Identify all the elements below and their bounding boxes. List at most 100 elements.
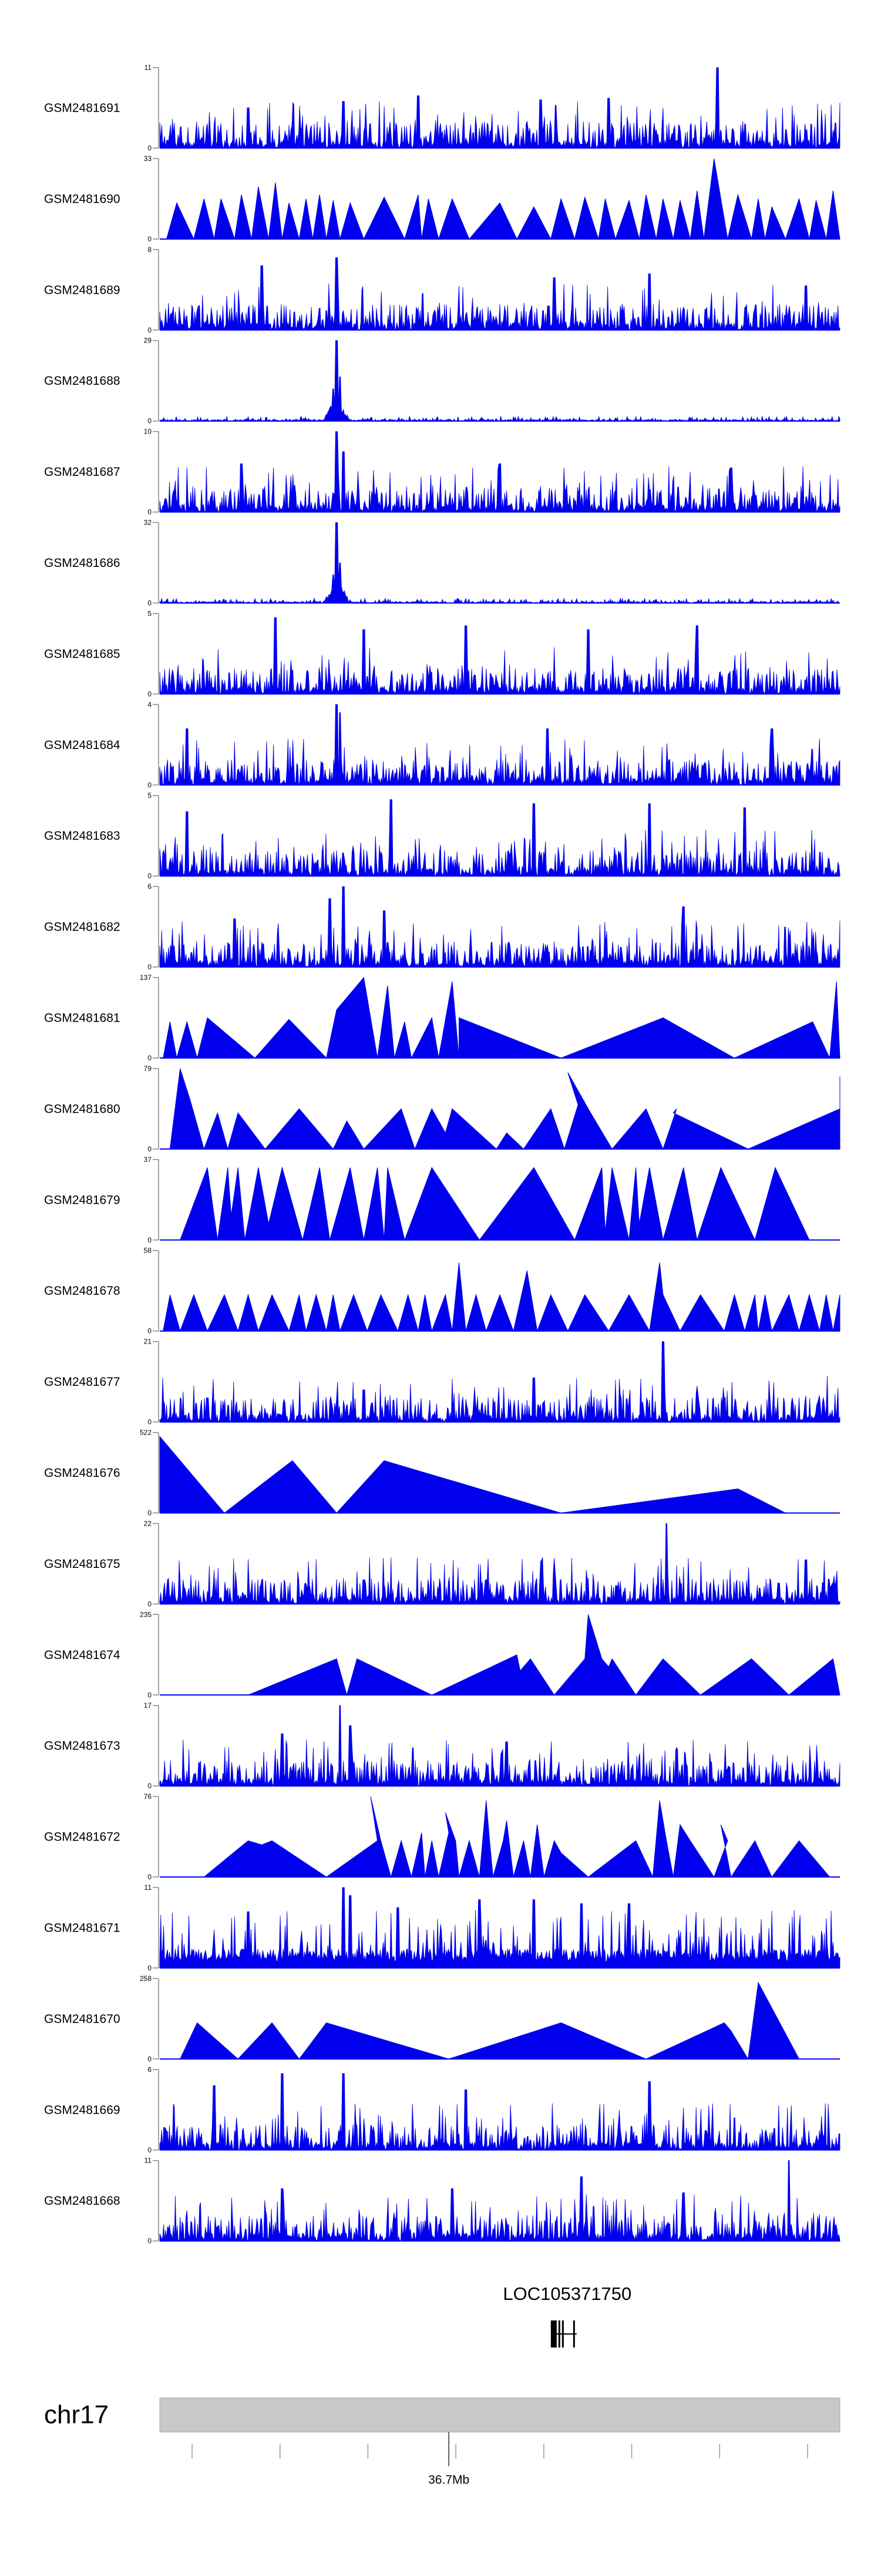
track-GSM2481674-label: GSM2481674 bbox=[44, 1648, 120, 1662]
track-GSM2481678-label: GSM2481678 bbox=[44, 1284, 120, 1298]
track-GSM2481670-label: GSM2481670 bbox=[44, 2012, 120, 2026]
track-GSM2481684-coverage bbox=[159, 704, 840, 786]
track-GSM2481672-coverage bbox=[203, 1796, 830, 1878]
track-GSM2481674-ymax-label: 235 bbox=[140, 1610, 152, 1618]
track-GSM2481688-coverage bbox=[159, 340, 840, 422]
track-GSM2481679-ymax-label: 37 bbox=[144, 1156, 152, 1164]
track-GSM2481690-coverage bbox=[166, 158, 840, 240]
track-GSM2481689-label: GSM2481689 bbox=[44, 283, 120, 297]
track-GSM2481686-coverage bbox=[159, 522, 840, 604]
track-GSM2481683-label: GSM2481683 bbox=[44, 829, 120, 843]
track-GSM2481685-label: GSM2481685 bbox=[44, 647, 120, 661]
track-GSM2481668-ymax-label: 11 bbox=[144, 2157, 152, 2165]
track-GSM2481688-ymin-label: 0 bbox=[147, 417, 152, 425]
track-GSM2481682-ymax-label: 6 bbox=[147, 882, 152, 891]
track-GSM2481668-label: GSM2481668 bbox=[44, 2194, 120, 2208]
gene-exon bbox=[550, 2320, 557, 2347]
track-GSM2481691-label: GSM2481691 bbox=[44, 102, 120, 115]
track-GSM2481676-ymin-label: 0 bbox=[147, 1509, 152, 1517]
gene-exon-3 bbox=[561, 2320, 564, 2347]
track-GSM2481684-ymin-label: 0 bbox=[147, 781, 152, 789]
track-GSM2481670-ymax-label: 258 bbox=[140, 1974, 152, 1983]
track-GSM2481676-ymax-label: 522 bbox=[140, 1429, 152, 1437]
track-GSM2481669-label: GSM2481669 bbox=[44, 2103, 120, 2117]
track-GSM2481673-ymax-label: 17 bbox=[144, 1701, 152, 1710]
track-GSM2481682-ymin-label: 0 bbox=[147, 963, 152, 971]
track-GSM2481680-ymin-label: 0 bbox=[147, 1145, 152, 1153]
track-GSM2481671-label: GSM2481671 bbox=[44, 1922, 120, 1935]
track-GSM2481676-coverage bbox=[159, 1435, 786, 1514]
track-GSM2481669-ymax-label: 6 bbox=[147, 2065, 152, 2074]
track-GSM2481680-ymax-label: 79 bbox=[144, 1064, 152, 1073]
track-GSM2481685-ymax-label: 5 bbox=[147, 609, 152, 617]
track-GSM2481668-coverage bbox=[159, 2160, 840, 2242]
track-GSM2481673-coverage bbox=[159, 1705, 840, 1787]
track-GSM2481681-label: GSM2481681 bbox=[44, 1012, 120, 1025]
track-GSM2481686-ymin-label: 0 bbox=[147, 599, 152, 607]
track-GSM2481691-coverage bbox=[159, 67, 840, 149]
track-GSM2481679-label: GSM2481679 bbox=[44, 1193, 120, 1207]
chromosome-label: chr17 bbox=[44, 2400, 109, 2429]
track-GSM2481678-ymin-label: 0 bbox=[147, 1327, 152, 1335]
track-GSM2481675-ymin-label: 0 bbox=[147, 1600, 152, 1608]
track-GSM2481675-label: GSM2481675 bbox=[44, 1557, 120, 1571]
track-GSM2481689-coverage bbox=[159, 257, 840, 331]
track-GSM2481681-coverage bbox=[163, 976, 840, 1059]
track-GSM2481671-ymax-label: 11 bbox=[144, 1883, 152, 1892]
track-GSM2481688-label: GSM2481688 bbox=[44, 374, 120, 388]
track-GSM2481681-ymin-label: 0 bbox=[147, 1054, 152, 1062]
track-GSM2481681-ymax-label: 137 bbox=[140, 973, 152, 982]
track-GSM2481689-ymax-label: 8 bbox=[147, 246, 152, 254]
track-GSM2481685-ymin-label: 0 bbox=[147, 690, 152, 698]
track-GSM2481680-label: GSM2481680 bbox=[44, 1102, 120, 1116]
track-GSM2481679-coverage bbox=[179, 1166, 810, 1241]
track-GSM2481684-ymax-label: 4 bbox=[147, 700, 152, 708]
track-GSM2481677-ymin-label: 0 bbox=[147, 1418, 152, 1426]
track-GSM2481687-ymin-label: 0 bbox=[147, 508, 152, 516]
track-GSM2481689-ymin-label: 0 bbox=[147, 326, 152, 334]
track-GSM2481686-label: GSM2481686 bbox=[44, 556, 120, 570]
track-GSM2481687-label: GSM2481687 bbox=[44, 465, 120, 479]
track-GSM2481673-ymin-label: 0 bbox=[147, 1782, 152, 1790]
track-GSM2481690-ymin-label: 0 bbox=[147, 235, 152, 243]
gene-label: LOC105371750 bbox=[503, 2283, 631, 2304]
axis-position-label: 36.7Mb bbox=[428, 2473, 469, 2487]
track-GSM2481670-coverage bbox=[179, 1981, 800, 2060]
track-GSM2481683-ymax-label: 5 bbox=[147, 791, 152, 800]
track-GSM2481678-ymax-label: 58 bbox=[144, 1247, 152, 1255]
track-GSM2481683-ymin-label: 0 bbox=[147, 872, 152, 880]
track-GSM2481674-ymin-label: 0 bbox=[147, 1691, 152, 1699]
track-GSM2481688-ymax-label: 29 bbox=[144, 337, 152, 345]
track-GSM2481687-coverage bbox=[159, 431, 840, 513]
track-GSM2481686-ymax-label: 32 bbox=[144, 519, 152, 527]
track-GSM2481675-ymax-label: 22 bbox=[144, 1519, 152, 1527]
track-GSM2481679-ymin-label: 0 bbox=[147, 1236, 152, 1244]
track-GSM2481671-coverage bbox=[159, 1887, 840, 1969]
track-GSM2481691-ymin-label: 0 bbox=[147, 144, 152, 152]
track-GSM2481682-coverage bbox=[159, 886, 840, 968]
gene-exon-4 bbox=[573, 2320, 575, 2347]
track-GSM2481684-label: GSM2481684 bbox=[44, 738, 120, 752]
track-GSM2481669-coverage bbox=[159, 2073, 840, 2151]
track-GSM2481673-label: GSM2481673 bbox=[44, 1739, 120, 1753]
track-GSM2481690-label: GSM2481690 bbox=[44, 192, 120, 206]
track-GSM2481687-ymax-label: 10 bbox=[144, 428, 152, 436]
track-GSM2481674-coverage bbox=[248, 1614, 840, 1697]
track-GSM2481682-label: GSM2481682 bbox=[44, 921, 120, 934]
track-GSM2481683-coverage bbox=[159, 799, 840, 877]
track-GSM2481690-ymax-label: 33 bbox=[144, 155, 152, 163]
track-GSM2481671-ymin-label: 0 bbox=[147, 1964, 152, 1972]
track-GSM2481675-coverage bbox=[159, 1523, 840, 1605]
track-GSM2481677-label: GSM2481677 bbox=[44, 1375, 120, 1389]
track-GSM2481677-ymax-label: 21 bbox=[144, 1338, 152, 1346]
track-GSM2481685-coverage bbox=[159, 617, 840, 695]
track-GSM2481680-coverage bbox=[169, 1068, 840, 1150]
track-GSM2481670-ymin-label: 0 bbox=[147, 2055, 152, 2063]
track-GSM2481669-ymin-label: 0 bbox=[147, 2146, 152, 2154]
track-GSM2481678-coverage bbox=[163, 1262, 840, 1332]
track-GSM2481676-label: GSM2481676 bbox=[44, 1466, 120, 1480]
track-GSM2481691-ymax-label: 11 bbox=[144, 63, 152, 72]
track-GSM2481668-ymin-label: 0 bbox=[147, 2237, 152, 2245]
